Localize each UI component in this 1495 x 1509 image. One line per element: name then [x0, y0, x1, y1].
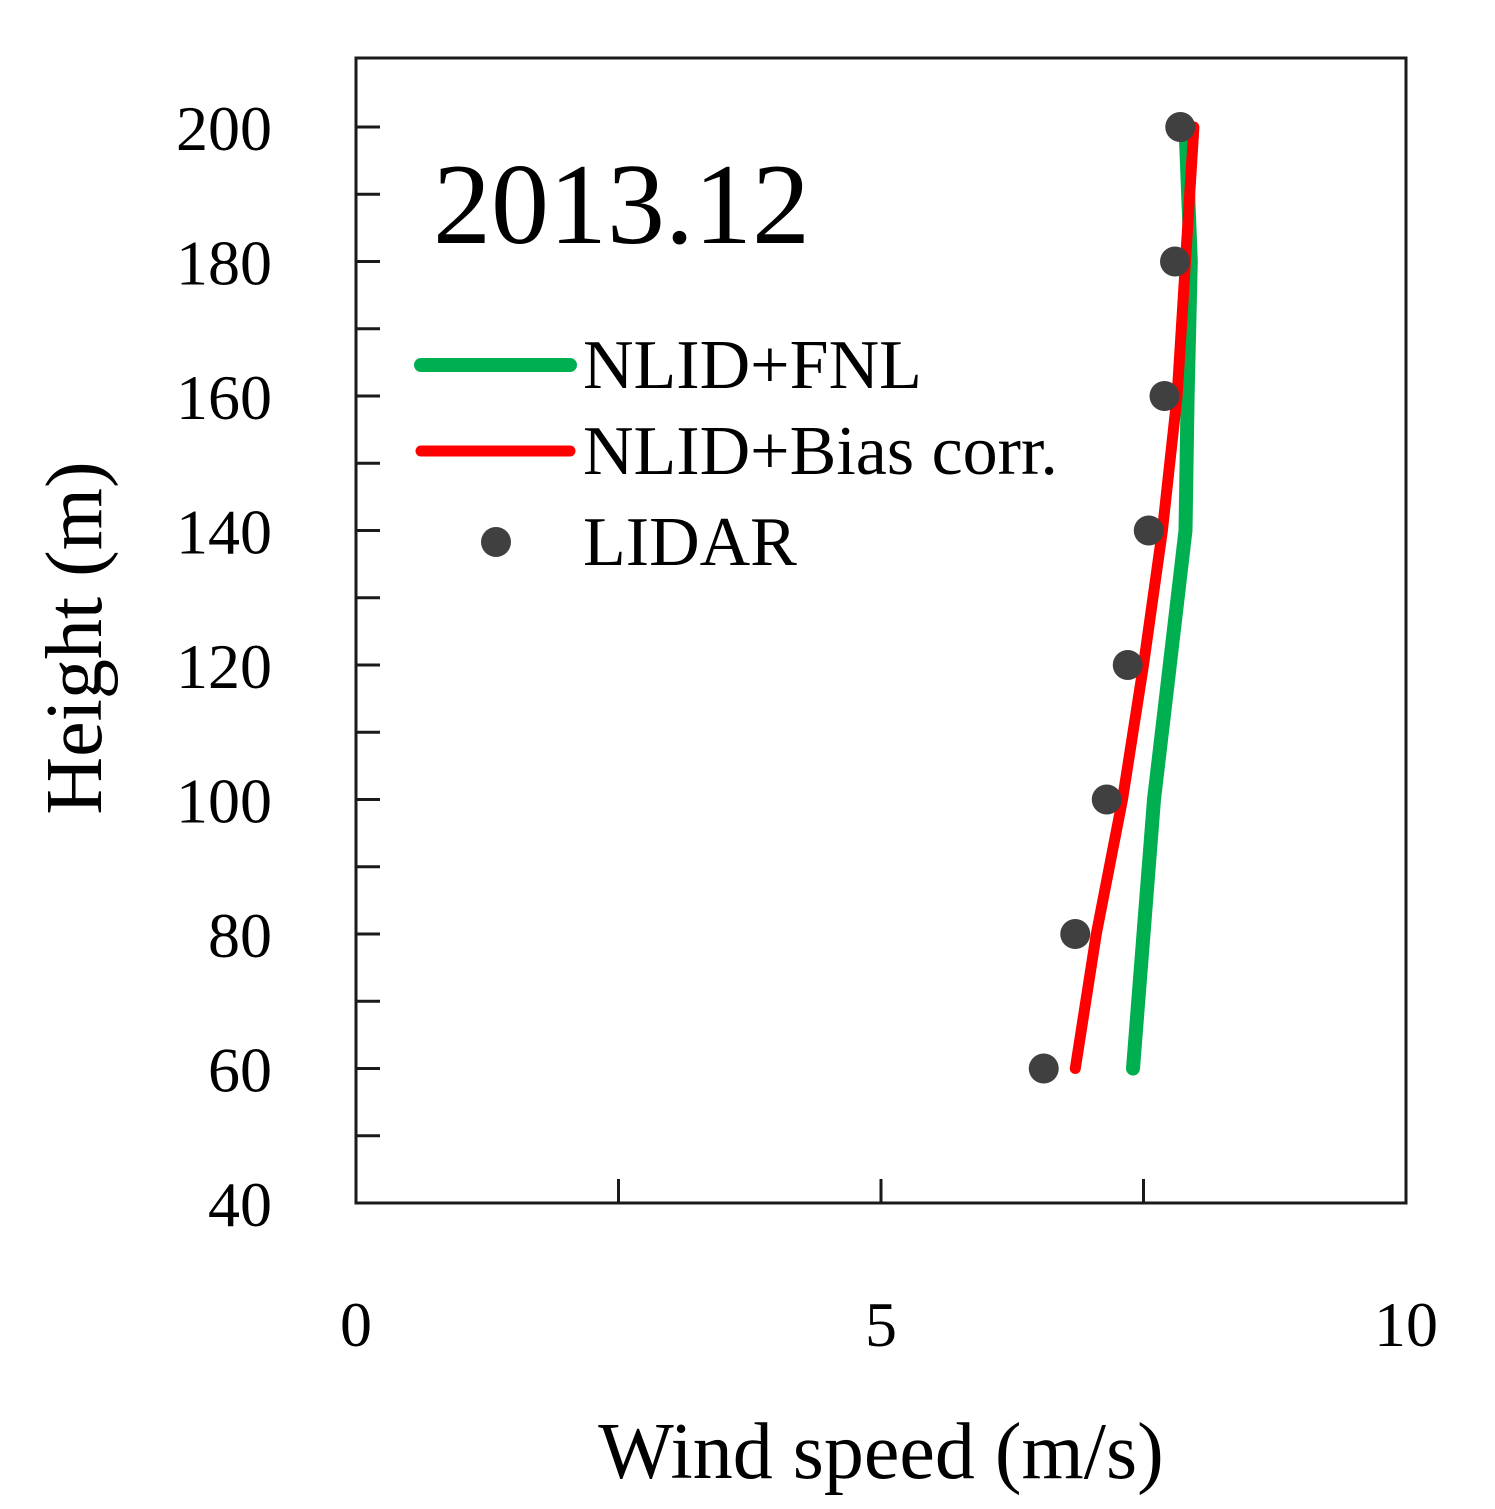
axis-tick-labels: 40 60 80 100 120 140 160 180 200 0 5 10: [176, 93, 1438, 1360]
y-tick-label: 200: [176, 93, 272, 164]
axis-ticks: [356, 125, 1145, 1203]
legend: NLID+FNL NLID+Bias corr. LIDAR: [414, 327, 1058, 581]
legend-label: NLID+Bias corr.: [583, 413, 1058, 490]
lidar-point: [1133, 515, 1164, 546]
x-tick-label: 5: [865, 1289, 897, 1360]
plot-frame: [354, 56, 1408, 1205]
lidar-point: [1112, 650, 1143, 680]
y-tick-label: 100: [176, 766, 272, 837]
x-axis-title: Wind speed (m/s): [598, 1408, 1164, 1496]
series-line: [1126, 120, 1198, 1076]
lidar-point: [1060, 919, 1091, 949]
lidar-point: [1165, 112, 1196, 142]
chart-title: 2013.12: [433, 141, 810, 269]
y-tick-label: 160: [176, 362, 272, 433]
legend-label: LIDAR: [583, 504, 797, 581]
lidar-point: [1149, 381, 1180, 411]
series-layer: [1028, 112, 1200, 1084]
x-tick-label: 10: [1374, 1289, 1438, 1360]
legend-label: NLID+FNL: [583, 327, 922, 404]
y-tick-label: 60: [208, 1035, 272, 1106]
y-tick-label: 140: [176, 497, 272, 568]
y-tick-label: 80: [208, 900, 272, 971]
lidar-point: [1028, 1053, 1059, 1084]
x-tick-label: 0: [340, 1289, 372, 1360]
lidar-point: [1160, 246, 1190, 277]
lidar-point: [1091, 784, 1122, 815]
y-axis-title: Height (m): [31, 461, 119, 814]
legend-marker-swatch: [481, 527, 511, 557]
series-line: [1069, 121, 1200, 1074]
y-tick-label: 120: [176, 631, 272, 702]
y-tick-label: 180: [176, 228, 272, 299]
y-tick-label: 40: [208, 1169, 272, 1240]
